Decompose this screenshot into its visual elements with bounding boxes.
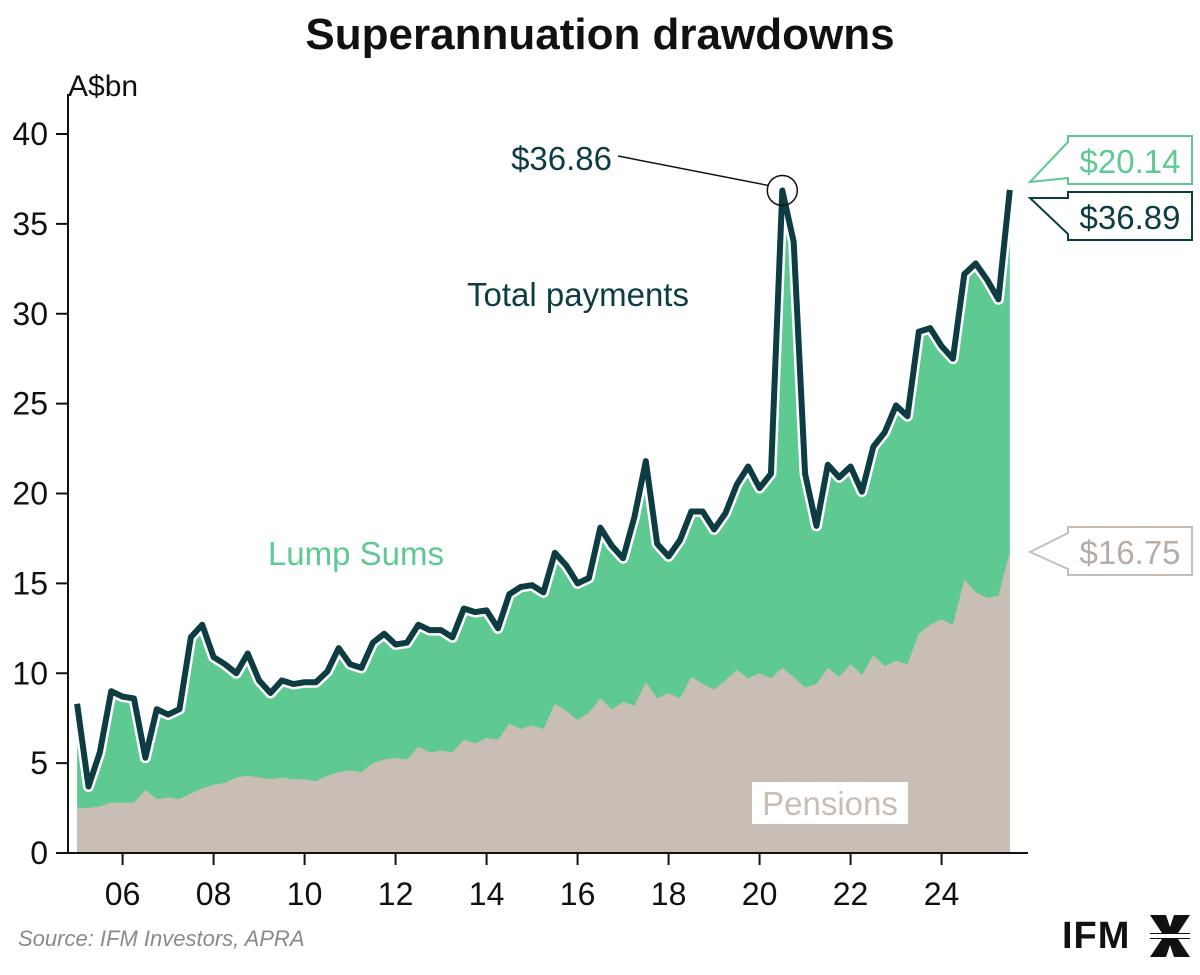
x-tick-label: 20	[742, 876, 778, 912]
y-tick-label: 30	[12, 296, 48, 332]
x-tick-label: 08	[196, 876, 232, 912]
x-tick-label: 22	[833, 876, 869, 912]
x-tick-label: 18	[651, 876, 687, 912]
y-tick-label: 10	[12, 655, 48, 691]
lump-sums-label: Lump Sums	[268, 535, 444, 572]
y-tick-label: 40	[12, 116, 48, 152]
y-tick-label: 0	[30, 835, 48, 871]
x-tick-label: 06	[105, 876, 141, 912]
ifm-logo-icon	[1150, 915, 1190, 957]
total-payments-label: Total payments	[467, 276, 689, 313]
y-tick-label: 5	[30, 745, 48, 781]
y-tick-label: 25	[12, 386, 48, 422]
x-tick-label: 16	[560, 876, 596, 912]
total-end-callout-value: $36.89	[1080, 199, 1181, 236]
chart-title: Superannuation drawdowns	[305, 10, 895, 59]
pensions-end-callout-value: $16.75	[1080, 534, 1181, 571]
source-note: Source: IFM Investors, APRA	[18, 926, 305, 951]
pensions-area	[77, 551, 1010, 853]
pensions-end-callout-box	[1027, 526, 1193, 576]
lump-sums-end-callout-value: $20.14	[1080, 143, 1181, 180]
peak-marker-circle	[766, 174, 799, 207]
pensions-label-background	[752, 782, 908, 824]
total-end-callout-box	[1027, 191, 1193, 241]
total-payments-line	[74, 187, 1013, 790]
brand-wordmark: IFM	[1062, 915, 1131, 957]
y-axis-unit-label: A$bn	[68, 70, 139, 103]
x-tick-label: 12	[378, 876, 414, 912]
y-tick-label: 35	[12, 206, 48, 242]
x-tick-label: 14	[469, 876, 505, 912]
y-tick-label: 20	[12, 476, 48, 512]
x-tick-label: 24	[924, 876, 960, 912]
peak-leader-line	[617, 155, 769, 187]
x-tick-label: 10	[287, 876, 323, 912]
pensions-label: Pensions	[762, 785, 898, 822]
lump-sums-end-callout-box	[1027, 135, 1193, 185]
y-tick-label: 15	[12, 565, 48, 601]
peak-value-label: $36.86	[511, 140, 612, 177]
